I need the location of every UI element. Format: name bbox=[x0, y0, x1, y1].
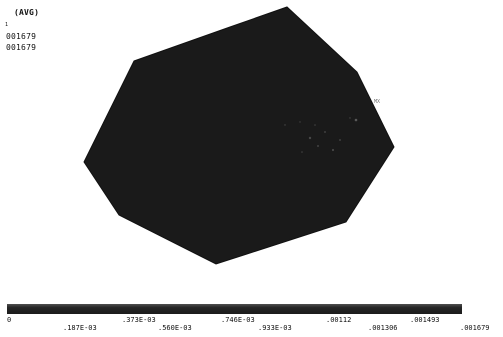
legend-tick-label: .746E-03 bbox=[221, 316, 255, 324]
legend-tick-label: .00112 bbox=[326, 316, 352, 324]
max-value: 001679 bbox=[6, 43, 37, 52]
model-viewport bbox=[83, 6, 395, 265]
legend-tick-label: .001493 bbox=[410, 316, 440, 324]
step-indicator: 1 bbox=[5, 22, 9, 28]
legend-tick-label: .187E-03 bbox=[63, 324, 97, 332]
polygon-model bbox=[83, 6, 395, 265]
legend-header: (AVG) 1 001679 001679 bbox=[0, 0, 120, 60]
legend-tick-label: .001679 bbox=[460, 324, 490, 332]
plot-area: MX bbox=[83, 6, 395, 265]
speckle-noise bbox=[284, 117, 358, 153]
legend-tick-label: .933E-03 bbox=[258, 324, 292, 332]
min-value: 001679 bbox=[6, 32, 37, 41]
legend-tick-label: .001306 bbox=[368, 324, 398, 332]
legend-tick-label: .373E-03 bbox=[122, 316, 156, 324]
max-marker-label: MX bbox=[374, 99, 381, 105]
contour-legend-bar bbox=[7, 304, 462, 314]
legend-tick-label: .560E-03 bbox=[158, 324, 192, 332]
averaging-label: (AVG) bbox=[14, 8, 40, 17]
legend-tick-label: 0 bbox=[7, 316, 12, 324]
